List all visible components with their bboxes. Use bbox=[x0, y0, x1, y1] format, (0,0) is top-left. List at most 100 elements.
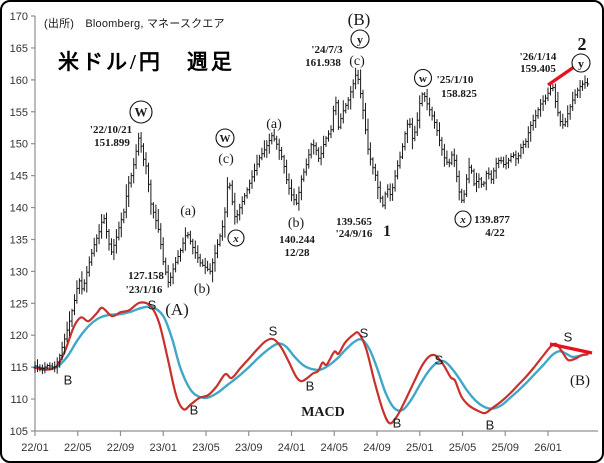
wave-label: (a) bbox=[266, 117, 282, 132]
wave-label: (b) bbox=[194, 282, 211, 297]
y-tick-label: 130 bbox=[10, 266, 28, 278]
signal-marker: S bbox=[269, 324, 278, 339]
macd-panel bbox=[33, 301, 589, 425]
signal-marker: B bbox=[393, 416, 402, 431]
signal-marker: B bbox=[190, 403, 199, 418]
red-trendlines bbox=[547, 65, 593, 355]
x-tick-label: 23/05 bbox=[192, 442, 220, 454]
y-tick-label: 120 bbox=[10, 330, 28, 342]
price-date-label: '23/1/16 bbox=[126, 284, 163, 296]
circled-letter-y: y bbox=[350, 29, 370, 49]
wave-circle-letter: w bbox=[419, 73, 427, 85]
signal-marker: S bbox=[564, 330, 573, 345]
signal-marker: S bbox=[360, 326, 369, 341]
y-tick-label: 140 bbox=[10, 203, 28, 215]
price-date-label: '24/7/3 bbox=[311, 44, 343, 56]
circled-wave-labels: W Wx y w x y bbox=[129, 29, 591, 247]
wave-label-major: (A) bbox=[165, 300, 189, 319]
y-tick-label: 160 bbox=[10, 75, 28, 87]
wave-label: (b) bbox=[288, 216, 305, 231]
y-tick-label: 170 bbox=[10, 11, 28, 23]
source-note: (出所) Bloomberg, マネースクエア bbox=[44, 18, 225, 30]
wave-circle bbox=[413, 68, 433, 88]
wave-circle bbox=[454, 210, 472, 228]
annotations: '22/10/21151.899127.158'23/1/16140.24412… bbox=[64, 10, 590, 433]
price-date-label: '22/10/21 bbox=[90, 124, 132, 136]
signal-marker: B bbox=[64, 373, 73, 388]
signal-marker: S bbox=[148, 298, 157, 313]
x-tick-label: 22/09 bbox=[107, 442, 135, 454]
price-date-label: 158.825 bbox=[441, 88, 477, 100]
price-date-label: '25/1/10 bbox=[437, 74, 474, 86]
x-tick-label: 22/01 bbox=[21, 442, 49, 454]
wave-circle bbox=[215, 128, 235, 148]
wave-circle-letter: x bbox=[459, 214, 466, 226]
x-tick-label: 22/05 bbox=[64, 442, 92, 454]
wave-label: (c) bbox=[218, 152, 234, 167]
signal-marker: S bbox=[435, 353, 444, 368]
x-tick-label: 24/01 bbox=[278, 442, 306, 454]
signal-marker: B bbox=[486, 418, 495, 433]
price-date-label: 127.158 bbox=[128, 270, 164, 282]
x-tick-label: 24/05 bbox=[320, 442, 348, 454]
y-tick-label: 135 bbox=[10, 234, 28, 246]
x-tick-label: 25/01 bbox=[406, 442, 434, 454]
price-date-label: 151.899 bbox=[94, 137, 130, 149]
price-date-label: '24/9/16 bbox=[336, 228, 373, 240]
x-tick-label: 23/01 bbox=[149, 442, 177, 454]
wave-circle bbox=[350, 29, 370, 49]
circled-letter-x: x bbox=[227, 229, 245, 247]
price-date-label: 159.405 bbox=[520, 63, 556, 75]
circled-letter-x: x bbox=[454, 210, 472, 228]
y-tick-label: 110 bbox=[10, 394, 28, 406]
y-tick-label: 145 bbox=[10, 171, 28, 183]
y-tick-label: 105 bbox=[10, 426, 28, 438]
price-date-label: 139.877 bbox=[474, 214, 510, 226]
macd-fast-line bbox=[33, 301, 589, 425]
wave-circle-letter: y bbox=[578, 56, 584, 70]
x-tick-label: 24/09 bbox=[363, 442, 391, 454]
wave-label: (a) bbox=[180, 204, 196, 219]
price-series-bars bbox=[33, 67, 590, 374]
wave-circle-letter: x bbox=[232, 233, 239, 245]
wave-label-major: (B) bbox=[348, 10, 371, 29]
page-title: 米ドル/円 週足 bbox=[58, 50, 235, 74]
wave-label: (c) bbox=[349, 54, 365, 69]
x-tick-label: 25/09 bbox=[491, 442, 519, 454]
macd-slow-line bbox=[33, 305, 589, 412]
circled-letter-w: w bbox=[413, 68, 433, 88]
price-date-label: '26/1/14 bbox=[520, 51, 557, 63]
wave-label-major: (B) bbox=[570, 373, 590, 389]
y-tick-label: 165 bbox=[10, 43, 28, 55]
red-trendline bbox=[549, 342, 593, 355]
axes: 105 110 115 120 125 130 135 140 145 150 155 160 165 1… bbox=[10, 11, 598, 454]
wave-circle bbox=[129, 100, 153, 124]
y-tick-label: 150 bbox=[10, 139, 28, 151]
signal-marker: B bbox=[306, 379, 315, 394]
wave-circle bbox=[571, 53, 591, 73]
wave-circle bbox=[227, 229, 245, 247]
price-date-label: 4/22 bbox=[485, 227, 505, 239]
price-date-label: 12/28 bbox=[284, 247, 310, 259]
circled-letter-w: W bbox=[129, 100, 153, 124]
wave-circle-letter: y bbox=[357, 32, 363, 46]
y-tick-label: 125 bbox=[10, 298, 28, 310]
macd-label: MACD bbox=[301, 405, 345, 420]
circled-letter-w: W bbox=[215, 128, 235, 148]
x-tick-label: 25/05 bbox=[449, 442, 477, 454]
wave-circle-letter: W bbox=[220, 133, 231, 145]
wave-number: 1 bbox=[383, 223, 391, 240]
red-trendline bbox=[547, 65, 575, 87]
y-tick-label: 155 bbox=[10, 107, 28, 119]
y-tick-label: 115 bbox=[10, 362, 28, 374]
price-date-label: 139.565 bbox=[336, 216, 372, 228]
x-tick-label: 23/09 bbox=[235, 442, 263, 454]
circled-letter-y: y bbox=[571, 53, 591, 73]
wave-circle-letter: W bbox=[135, 105, 148, 120]
price-date-label: 140.244 bbox=[279, 234, 315, 246]
wave-number: 2 bbox=[578, 34, 587, 54]
x-tick-label: 26/01 bbox=[534, 442, 562, 454]
price-date-label: 161.938 bbox=[305, 57, 341, 69]
